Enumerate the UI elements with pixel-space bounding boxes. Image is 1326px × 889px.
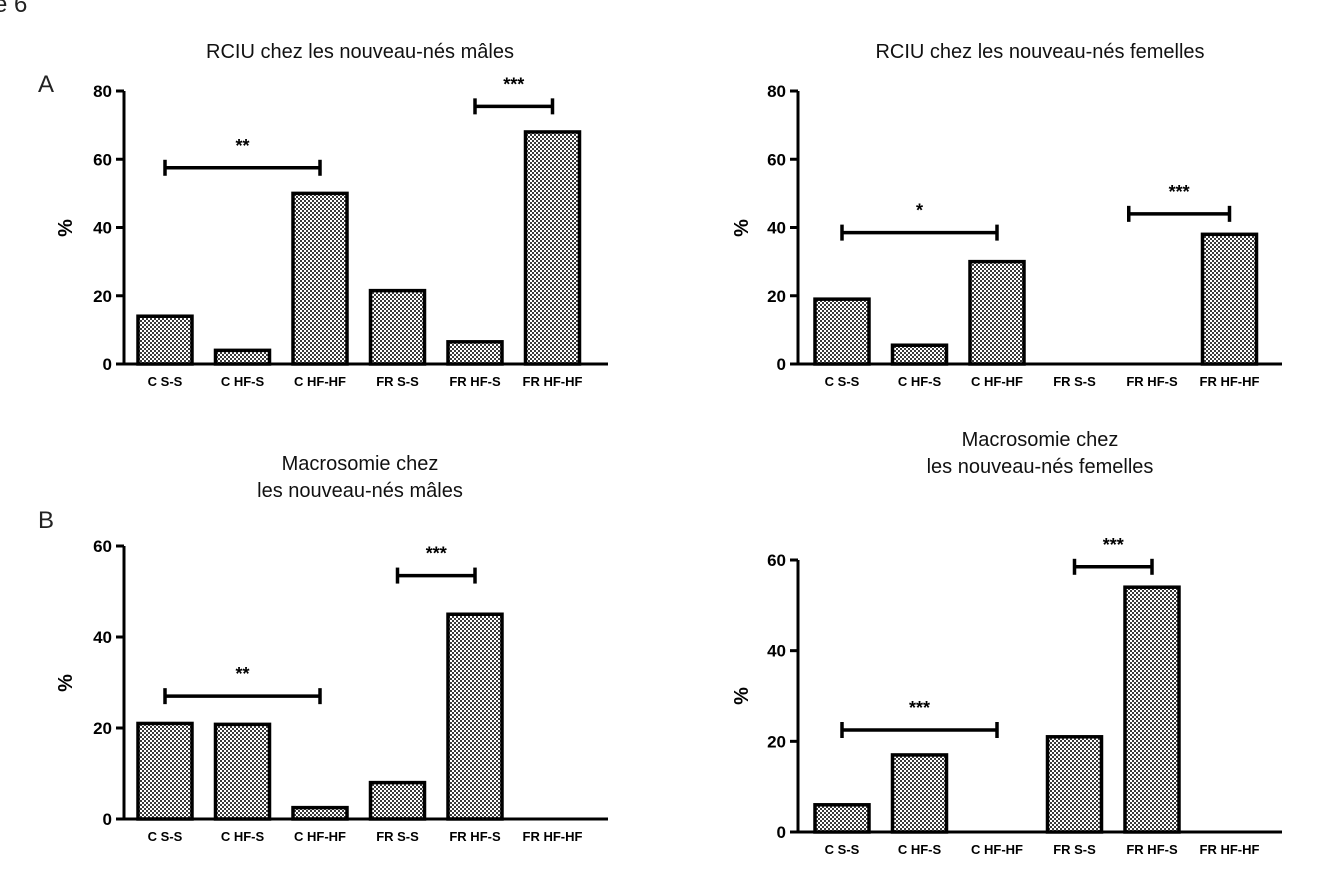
significance-label: *** <box>503 74 524 94</box>
y-tick-label: 20 <box>767 732 786 751</box>
x-category-label: FR HF-HF <box>523 374 583 389</box>
chart-title-line: RCIU chez les nouveau-nés femelles <box>875 41 1204 63</box>
panel-letter: B <box>38 507 54 534</box>
chart-title-line: Macrosomie chez <box>962 429 1119 451</box>
bar-c-hf-s <box>213 722 272 821</box>
x-category-label: C HF-S <box>898 374 942 389</box>
bar-c-hf-s <box>213 348 272 366</box>
bar-fr-hf-s <box>446 612 504 821</box>
bar-c-hf-hf <box>968 259 1026 366</box>
significance-label: ** <box>235 664 249 684</box>
x-category-label: C HF-S <box>898 842 942 857</box>
x-category-label: C HF-S <box>221 374 265 389</box>
bar-fr-hf-s <box>1123 585 1181 834</box>
x-category-label: FR S-S <box>1053 842 1096 857</box>
x-category-label: C S-S <box>148 374 183 389</box>
chart-panel-1: RCIU chez les nouveau-nés mâles A% 0 20 40 60… <box>38 41 608 389</box>
y-tick-label: 40 <box>93 219 112 238</box>
significance-label: *** <box>1169 182 1190 202</box>
significance-label: *** <box>1103 535 1124 555</box>
x-category-label: C HF-HF <box>294 829 346 844</box>
x-category-label: FR HF-S <box>1126 374 1178 389</box>
x-category-label: FR HF-S <box>449 374 501 389</box>
bar-fr-hf-hf <box>523 130 582 366</box>
x-category-label: FR HF-HF <box>523 829 583 844</box>
bar-fr-hf-s <box>446 340 504 366</box>
y-tick-label: 20 <box>93 287 112 306</box>
chart-title-line: les nouveau-nés mâles <box>257 480 463 502</box>
x-category-label: C S-S <box>825 374 860 389</box>
x-category-label: FR HF-S <box>1126 842 1178 857</box>
bar-c-s-s <box>136 721 194 821</box>
bar-fr-s-s <box>368 288 427 366</box>
bar-c-s-s <box>813 297 871 366</box>
x-category-label: FR S-S <box>376 829 419 844</box>
y-tick-label: 60 <box>93 150 112 169</box>
y-axis-label: % <box>55 674 77 692</box>
bar-c-hf-s <box>890 343 949 366</box>
bar-c-hf-s <box>890 753 949 834</box>
bar-fr-s-s <box>1045 735 1104 834</box>
x-category-label: FR HF-HF <box>1200 374 1260 389</box>
charts-group: RCIU chez les nouveau-nés mâles A% 0 20 40 60… <box>38 41 1282 857</box>
y-tick-label: 20 <box>767 287 786 306</box>
bar-fr-hf-hf <box>1200 232 1259 366</box>
y-tick-label: 60 <box>767 150 786 169</box>
y-tick-label: 80 <box>767 82 786 101</box>
y-axis-label: % <box>55 219 77 237</box>
y-tick-label: 40 <box>93 628 112 647</box>
chart-panel-3: Macrosomie chez les nouveau-nés mâles B% 0 2… <box>38 453 608 844</box>
x-category-label: C HF-HF <box>971 842 1023 857</box>
y-tick-label: 40 <box>767 219 786 238</box>
chart-panel-2: RCIU chez les nouveau-nés femelles% 0 20 40… <box>731 41 1282 389</box>
y-tick-label: 60 <box>767 551 786 570</box>
x-category-label: C HF-S <box>221 829 265 844</box>
bar-c-hf-hf <box>291 191 349 366</box>
significance-label: ** <box>235 136 249 156</box>
chart-title-line: les nouveau-nés femelles <box>927 456 1154 478</box>
y-tick-label: 0 <box>103 355 112 374</box>
y-tick-label: 40 <box>767 642 786 661</box>
significance-label: *** <box>909 698 930 718</box>
y-axis-label: % <box>731 687 753 705</box>
panel-letter: A <box>38 71 54 98</box>
y-axis-label: % <box>731 219 753 237</box>
y-tick-label: 20 <box>93 719 112 738</box>
y-tick-label: 0 <box>777 823 786 842</box>
y-tick-label: 80 <box>93 82 112 101</box>
x-category-label: C HF-HF <box>971 374 1023 389</box>
significance-label: * <box>916 201 923 221</box>
x-category-label: FR HF-S <box>449 829 501 844</box>
bar-c-hf-hf <box>291 805 349 821</box>
chart-panel-4: Macrosomie chez les nouveau-nés femelles%… <box>731 429 1282 857</box>
x-category-label: C HF-HF <box>294 374 346 389</box>
significance-label: *** <box>426 544 447 564</box>
x-category-label: C S-S <box>148 829 183 844</box>
x-category-label: FR S-S <box>376 374 419 389</box>
y-tick-label: 0 <box>777 355 786 374</box>
bar-fr-s-s <box>368 780 427 821</box>
x-category-label: C S-S <box>825 842 860 857</box>
chart-title-line: Macrosomie chez <box>282 453 439 475</box>
bar-c-s-s <box>813 803 871 834</box>
y-tick-label: 60 <box>93 537 112 556</box>
x-category-label: FR HF-HF <box>1200 842 1260 857</box>
chart-title-line: RCIU chez les nouveau-nés mâles <box>206 41 514 63</box>
x-category-label: FR S-S <box>1053 374 1096 389</box>
bar-c-s-s <box>136 314 194 366</box>
y-tick-label: 0 <box>103 810 112 829</box>
corner-fragment-text: e 6 <box>0 0 27 18</box>
